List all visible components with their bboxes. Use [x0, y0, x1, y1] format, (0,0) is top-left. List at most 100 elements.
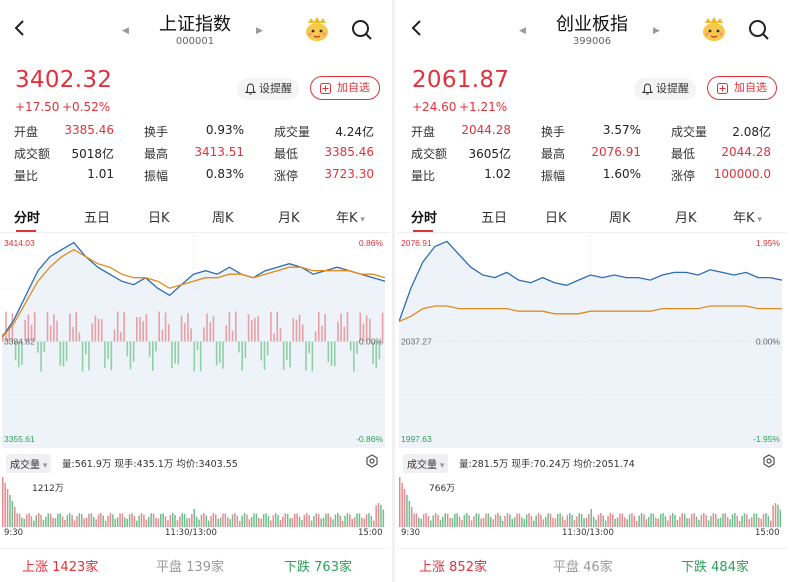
volume-bar: [422, 514, 425, 527]
volume-bar: [107, 515, 109, 527]
diff-bar: [69, 313, 71, 342]
diff-bar: [183, 323, 186, 342]
diff-bar: [289, 341, 291, 368]
diff-bar: [241, 341, 243, 371]
falling-label: 下跌: [284, 560, 311, 575]
volume-bar: [83, 518, 85, 527]
diff-bar: [270, 311, 272, 342]
volume-bar: [614, 518, 616, 527]
stats-row: 量比 1.02 振幅 1.60% 涨停 100000.0: [411, 167, 773, 189]
diff-bar: [359, 312, 362, 342]
volume-bar: [33, 520, 35, 527]
stat-value: 0.83%: [205, 167, 244, 181]
tab-5[interactable]: 年K ▾: [336, 207, 365, 226]
volume-bar: [688, 518, 691, 527]
volume-bar: [492, 519, 494, 527]
settings-icon[interactable]: [762, 454, 776, 468]
volume-bar: [578, 513, 580, 527]
set-alert-button[interactable]: 设提醒: [237, 78, 299, 100]
falling-count[interactable]: 下跌 484家: [681, 556, 749, 575]
volume-bar: [463, 514, 466, 527]
rising-count[interactable]: 上涨 852家: [419, 556, 487, 575]
volume-bar: [339, 515, 341, 527]
flat-count[interactable]: 平盘 139家: [156, 556, 224, 575]
volume-bar: [638, 515, 640, 527]
volume-bar: [274, 513, 277, 527]
volume-bar: [23, 518, 25, 527]
stats-row: 成交额 5018亿 最高 3413.51 最低 3385.46: [14, 145, 376, 167]
tab-4[interactable]: 月K: [675, 207, 697, 226]
tab-1[interactable]: 五日: [84, 207, 110, 226]
tab-4[interactable]: 月K: [278, 207, 300, 226]
prev-index-arrow-icon[interactable]: ◀: [122, 26, 129, 36]
add-watchlist-label: 加自选: [337, 81, 370, 94]
search-icon[interactable]: [747, 18, 771, 42]
volume-bar: [329, 517, 332, 527]
tab-3[interactable]: 周K: [212, 207, 234, 226]
volume-bar: [296, 513, 298, 527]
current-price: 3402.32: [15, 67, 113, 93]
diff-bar: [136, 316, 138, 342]
tab-0[interactable]: 分时: [411, 207, 437, 226]
back-arrow-icon[interactable]: [407, 18, 427, 38]
volume-bar: [40, 514, 42, 527]
volume-bar: [537, 513, 540, 527]
volume-bar: [174, 515, 176, 527]
diff-bar: [132, 341, 135, 362]
volume-bar: [54, 518, 57, 527]
tab-0[interactable]: 分时: [14, 207, 40, 226]
indicator-selector[interactable]: 成交量 ▾: [403, 454, 449, 473]
volume-bar: [195, 516, 198, 527]
rising-count[interactable]: 上涨 1423家: [22, 556, 98, 575]
tab-2[interactable]: 日K: [148, 207, 170, 226]
volume-bar: [662, 513, 664, 527]
tab-1[interactable]: 五日: [481, 207, 507, 226]
volume-bar: [143, 514, 145, 527]
volume-bar: [569, 513, 571, 527]
search-icon[interactable]: [350, 18, 374, 42]
mascot-icon[interactable]: [699, 14, 729, 44]
diff-bar: [333, 341, 336, 367]
mascot-icon[interactable]: [302, 14, 332, 44]
volume-bar: [152, 513, 155, 527]
next-index-arrow-icon[interactable]: ▶: [653, 26, 660, 36]
add-watchlist-button[interactable]: 加自选: [707, 76, 777, 100]
tab-5[interactable]: 年K ▾: [733, 207, 762, 226]
volume-bar: [205, 515, 207, 527]
back-arrow-icon[interactable]: [10, 18, 30, 38]
volume-bar: [181, 513, 183, 527]
indicator-selector[interactable]: 成交量 ▾: [6, 454, 52, 473]
header: ◀ 创业板指 399006 ▶: [397, 0, 787, 52]
volume-bar: [25, 514, 28, 527]
diff-bar: [317, 312, 320, 342]
stat-label: 振幅: [144, 169, 169, 183]
set-alert-button[interactable]: 设提醒: [634, 78, 696, 100]
diff-bar: [145, 313, 148, 342]
tab-label: 月K: [278, 211, 300, 226]
volume-bar: [95, 519, 97, 527]
tab-3[interactable]: 周K: [609, 207, 631, 226]
flat-label: 平盘: [156, 560, 183, 575]
falling-count[interactable]: 下跌 763家: [284, 556, 352, 575]
tab-2[interactable]: 日K: [545, 207, 567, 226]
volume-bar: [494, 514, 497, 527]
settings-icon[interactable]: [365, 454, 379, 468]
intraday-chart: 2076.91 2037.27 1997.63 1.95% 0.00% -1.95%: [399, 235, 782, 448]
prev-index-arrow-icon[interactable]: ◀: [519, 26, 526, 36]
flat-count[interactable]: 平盘 46家: [553, 556, 613, 575]
volume-bar: [102, 515, 104, 527]
add-watchlist-button[interactable]: 加自选: [310, 76, 380, 100]
volume-bar: [473, 516, 475, 527]
diff-bar: [276, 311, 279, 342]
volume-bar: [45, 516, 47, 527]
volume-bar: [475, 513, 478, 527]
volume-bar: [282, 516, 284, 527]
diff-bar: [30, 324, 33, 342]
average-line: [399, 305, 782, 323]
volume-bar: [518, 513, 521, 527]
next-index-arrow-icon[interactable]: ▶: [256, 26, 263, 36]
volume-bar: [365, 514, 368, 527]
diff-bar: [279, 328, 282, 342]
diff-bar: [59, 341, 62, 366]
